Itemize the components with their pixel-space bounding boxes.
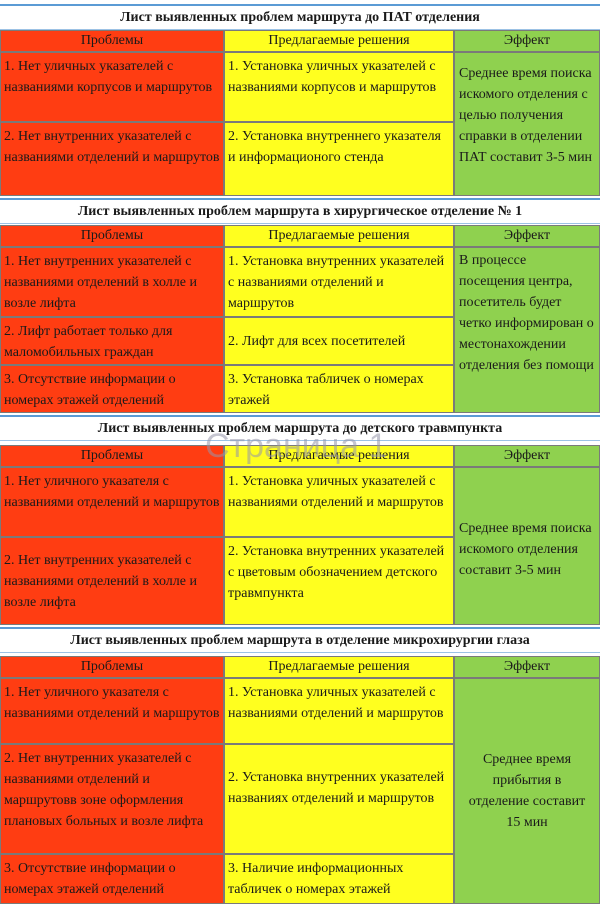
section-3-effect: Среднее время поиска искомого отделения … <box>454 467 600 625</box>
section-2-solution-3: 3. Установка табличек о номерах этажей <box>224 365 454 413</box>
section-1-effect: Среднее время поиска искомого отделения … <box>454 52 600 196</box>
section-2-header-solutions: Предлагаемые решения <box>224 225 454 247</box>
section-3-problem-2: 2. Нет внутренних указателей с названиям… <box>0 537 224 625</box>
section-2-problem-1: 1. Нет внутренних указателей с названиям… <box>0 247 224 317</box>
section-2-effect: В процессе посещения центра, посетитель … <box>454 247 600 413</box>
section-1-header-solutions: Предлагаемые решения <box>224 30 454 52</box>
section-2-solution-1: 1. Установка внутренних указателей с наз… <box>224 247 454 317</box>
section-3-header-solutions: Предлагаемые решения <box>224 445 454 467</box>
section-4-effect: Среднее время прибытия в отделение соста… <box>454 678 600 904</box>
section-2-header-effect: Эффект <box>454 225 600 247</box>
section-1-problem-1: 1. Нет уличных указателей с названиями к… <box>0 52 224 122</box>
section-2-problem-3: 3. Отсутствие информации о номерах этаже… <box>0 365 224 413</box>
section-3-solution-2: 2. Установка внутренних указателей с цве… <box>224 537 454 625</box>
section-4-problem-1: 1. Нет уличного указателя с названиями о… <box>0 678 224 744</box>
section-3-title: Лист выявленных проблем маршрута до детс… <box>0 415 600 441</box>
section-4-solution-2: 2. Установка внутренних указателей назва… <box>224 744 454 854</box>
section-4-header-solutions: Предлагаемые решения <box>224 656 454 678</box>
section-2-problem-2: 2. Лифт работает только для маломобильны… <box>0 317 224 365</box>
section-1-title: Лист выявленных проблем маршрута до ПАТ … <box>0 4 600 30</box>
section-2-title: Лист выявленных проблем маршрута в хирур… <box>0 198 600 224</box>
section-3-header-problems: Проблемы <box>0 445 224 467</box>
section-4-solution-3: 3. Наличие информационных табличек о ном… <box>224 854 454 904</box>
section-4-header-effect: Эффект <box>454 656 600 678</box>
section-4-solution-1: 1. Установка уличных указателей с назван… <box>224 678 454 744</box>
section-2-header-problems: Проблемы <box>0 225 224 247</box>
section-1-header-effect: Эффект <box>454 30 600 52</box>
section-3-solution-1: 1. Установка уличных указателей с назван… <box>224 467 454 537</box>
section-4-problem-2: 2. Нет внутренних указателей с названиям… <box>0 744 224 854</box>
section-1-solution-2: 2. Установка внутреннего указателя и инф… <box>224 122 454 196</box>
section-1-problem-2: 2. Нет внутренних указателей с названиям… <box>0 122 224 196</box>
section-1-header-problems: Проблемы <box>0 30 224 52</box>
section-1-solution-1: 1. Установка уличных указателей с назван… <box>224 52 454 122</box>
section-4-title: Лист выявленных проблем маршрута в отдел… <box>0 627 600 653</box>
section-3-problem-1: 1. Нет уличного указателя с названиями о… <box>0 467 224 537</box>
section-3-header-effect: Эффект <box>454 445 600 467</box>
section-4-problem-3: 3. Отсутствие информации о номерах этаже… <box>0 854 224 904</box>
section-2-solution-2: 2. Лифт для всех посетителей <box>224 317 454 365</box>
section-4-header-problems: Проблемы <box>0 656 224 678</box>
